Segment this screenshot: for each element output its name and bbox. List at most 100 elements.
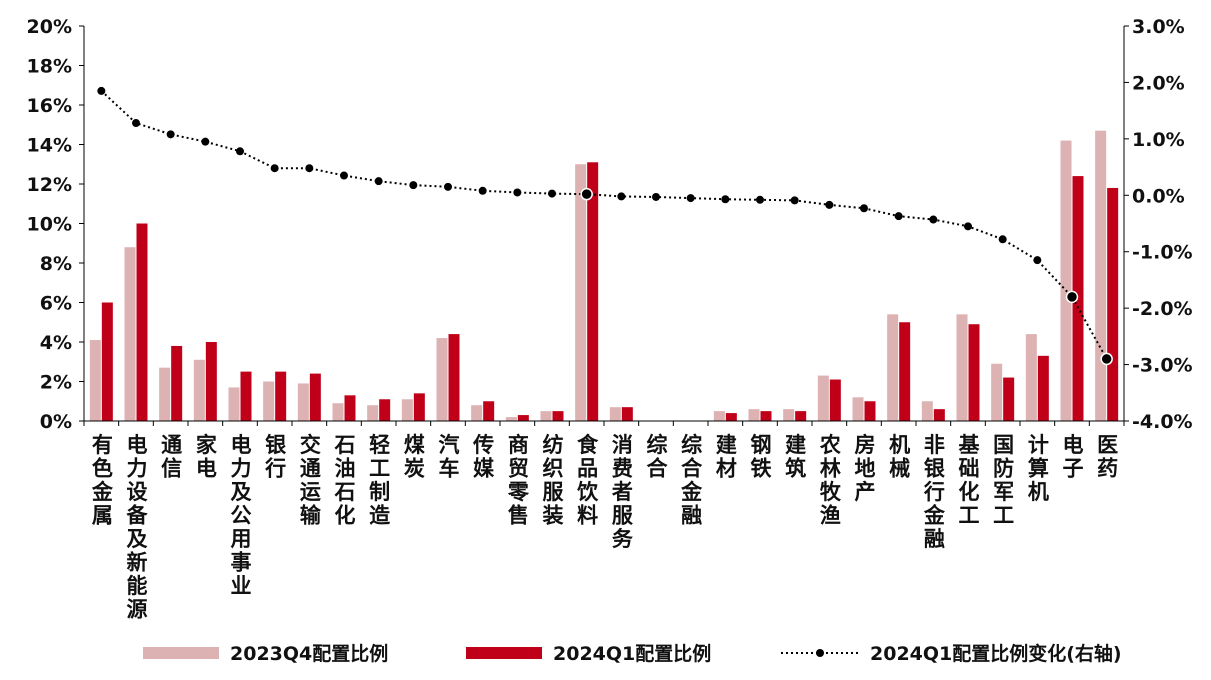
change-point-11	[478, 186, 487, 195]
bar-2023q4-15	[609, 407, 621, 421]
change-point-12	[513, 188, 522, 197]
left-tick-label: 14%	[27, 135, 72, 157]
bar-2023q4-7	[332, 403, 344, 421]
right-tick-label: -1.0%	[1132, 242, 1193, 264]
bar-2024q1-3	[205, 342, 217, 421]
change-point-22	[860, 204, 868, 213]
legend-change-swatch-marker	[816, 649, 824, 657]
right-tick-label: 2.0%	[1132, 72, 1185, 94]
bar-2024q1-12	[517, 415, 529, 421]
left-tick-label: 4%	[40, 332, 72, 354]
category-label-29: 医药	[1097, 433, 1118, 481]
category-label-20: 建筑	[785, 433, 806, 481]
category-label-18: 建材	[716, 433, 737, 481]
bar-2023q4-29	[1095, 130, 1107, 422]
bar-2023q4-13	[540, 411, 552, 421]
bar-2024q1-26	[1003, 377, 1015, 421]
category-label-8: 轻工制造	[369, 433, 391, 528]
bar-2024q1-22	[864, 401, 876, 421]
category-label-3: 家电	[196, 433, 218, 481]
category-label-13: 纺织服装	[543, 433, 565, 528]
left-tick-label: 6%	[40, 293, 72, 315]
bar-2024q1-9	[413, 393, 425, 421]
left-tick-label: 8%	[40, 253, 72, 275]
right-tick-label: 1.0%	[1132, 129, 1185, 151]
legend: 2023Q4配置比例 2024Q1配置比例 2024Q1配置比例变化(右轴)	[143, 642, 1122, 665]
left-tick-label: 20%	[27, 16, 72, 38]
bar-2024q1-25	[968, 324, 980, 421]
bar-2024q1-4	[240, 371, 252, 421]
bar-2024q1-27	[1037, 355, 1049, 421]
category-label-17: 综合金融	[680, 433, 703, 528]
category-label-15: 消费者服务	[612, 433, 634, 551]
change-point-6	[305, 164, 314, 173]
category-label-1: 电力设备及新能源	[126, 433, 149, 622]
change-point-0	[97, 86, 106, 95]
bar-2024q1-23	[899, 322, 911, 421]
change-point-21	[825, 200, 834, 209]
bar-2024q1-1	[136, 223, 148, 421]
axes-layer: 0% 2% 4% 6% 8% 10% 12% 14% 16% 18% 20% -4.0% -3.0% -2…	[27, 16, 1193, 433]
legend-change-label: 2024Q1配置比例变化(右轴)	[870, 642, 1122, 665]
category-label-23: 机械	[889, 433, 910, 481]
change-point-10	[444, 182, 452, 191]
change-point-17	[686, 194, 695, 203]
change-point-1	[132, 119, 140, 128]
category-label-11: 传媒	[472, 433, 495, 481]
legend-2023q4-label: 2023Q4配置比例	[230, 642, 388, 665]
category-label-12: 商贸零售	[507, 433, 530, 528]
right-tick-label: 0.0%	[1132, 185, 1185, 207]
change-point-23	[894, 212, 903, 221]
bar-2023q4-19	[748, 409, 760, 421]
bar-2024q1-2	[171, 345, 183, 421]
change-point-25	[964, 222, 972, 231]
category-label-28: 电子	[1063, 433, 1084, 481]
change-point-18	[721, 195, 730, 204]
category-label-7: 石油石化	[334, 433, 356, 528]
left-tick-label: 18%	[27, 56, 72, 78]
bar-2023q4-11	[471, 405, 483, 421]
category-label-19: 钢铁	[751, 433, 772, 481]
left-tick-label: 2%	[40, 372, 72, 394]
category-label-2: 通信	[161, 433, 182, 481]
bar-2024q1-15	[621, 407, 633, 421]
bar-2024q1-5	[275, 371, 287, 421]
bar-2024q1-7	[344, 395, 356, 421]
bar-2023q4-26	[991, 363, 1003, 421]
bar-2024q1-8	[379, 399, 391, 421]
x-tick-labels: 有色金属电力设备及新能源通信家电电力及公用事业银行交通运输石油石化轻工制造煤炭汽…	[91, 433, 1118, 622]
legend-2024q1-label: 2024Q1配置比例	[553, 642, 711, 665]
category-label-6: 交通运输	[300, 433, 322, 528]
right-tick-label: -4.0%	[1132, 411, 1193, 433]
bar-2024q1-14	[587, 162, 599, 421]
change-point-4	[236, 147, 244, 156]
change-point-9	[409, 181, 418, 190]
change-point-13	[548, 189, 556, 198]
bar-2023q4-8	[367, 405, 379, 421]
left-tick-label: 10%	[27, 214, 72, 236]
category-label-27: 计算机	[1028, 433, 1049, 504]
bar-2024q1-19	[760, 411, 772, 421]
bar-2024q1-24	[933, 409, 945, 421]
change-point-29	[1100, 352, 1113, 366]
bar-2023q4-5	[263, 381, 275, 421]
bar-2024q1-10	[448, 334, 460, 421]
category-label-24: 非银行金融	[923, 433, 946, 551]
change-point-8	[374, 177, 383, 186]
bar-2023q4-18	[713, 411, 725, 421]
change-point-20	[790, 196, 799, 205]
category-label-0: 有色金属	[91, 433, 114, 528]
bar-2023q4-20	[783, 409, 795, 421]
bar-2023q4-10	[436, 338, 448, 421]
bar-2023q4-2	[159, 367, 171, 421]
change-point-28	[1065, 290, 1079, 304]
bar-2023q4-22	[852, 397, 864, 421]
category-label-22: 房地产	[855, 433, 876, 504]
change-point-16	[652, 192, 660, 201]
bar-2024q1-20	[795, 411, 807, 421]
bar-2024q1-11	[483, 401, 495, 421]
change-point-7	[340, 171, 348, 180]
bar-2024q1-6	[309, 373, 321, 421]
bar-2023q4-1	[124, 247, 136, 421]
